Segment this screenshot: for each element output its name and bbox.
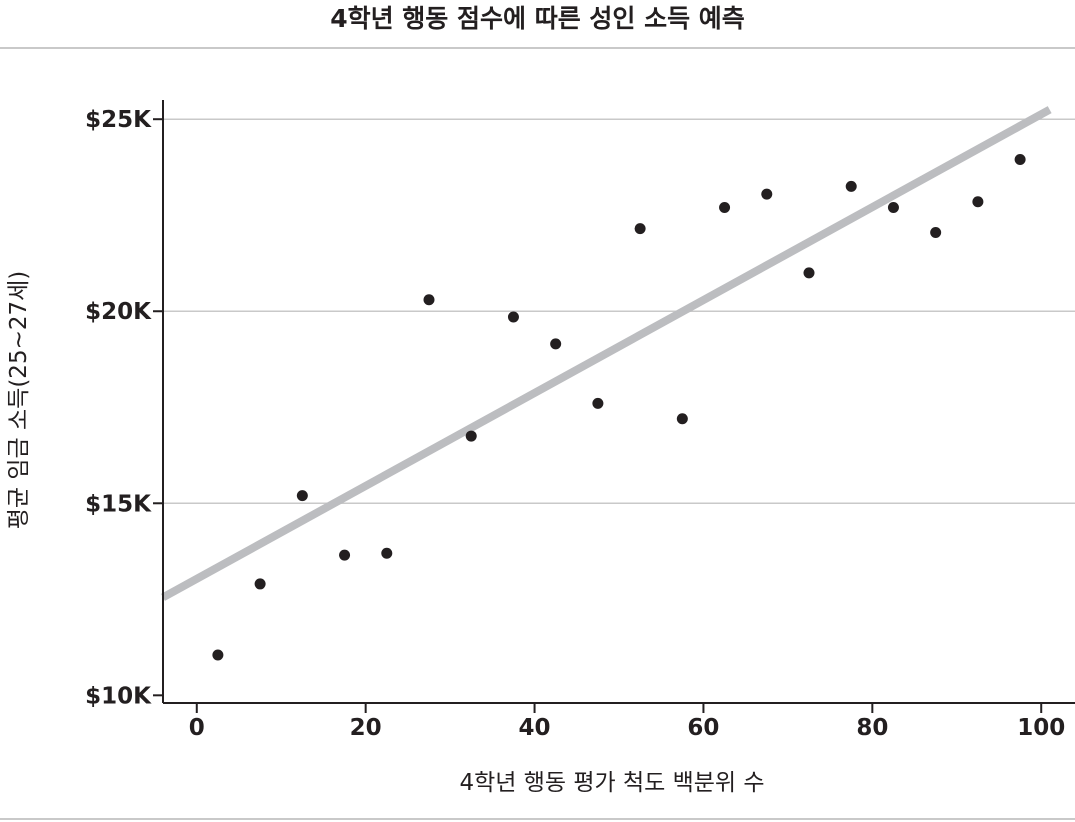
data-point (972, 196, 984, 208)
data-point (887, 202, 899, 214)
data-point (719, 202, 731, 214)
trendline-layer (161, 106, 1052, 601)
data-point (339, 549, 351, 561)
data-point (254, 578, 266, 590)
data-point (1014, 154, 1026, 166)
y-tick-label: $25K (85, 107, 152, 133)
data-point (507, 311, 519, 323)
data-point (676, 413, 688, 425)
y-tick-label: $20K (85, 299, 152, 325)
chart-title: 4학년 행동 점수에 따른 성인 소득 예측 (330, 4, 745, 33)
x-tick-label: 20 (350, 715, 382, 741)
data-point (930, 227, 942, 239)
data-point (592, 397, 604, 409)
tick-labels: $10K $15K $20K $25K 0 20 40 60 80 100 (85, 107, 1065, 741)
x-axis-title: 4학년 행동 평가 척도 백분위 수 (459, 770, 764, 796)
y-tick-label: $10K (85, 683, 152, 709)
data-point (550, 338, 562, 350)
data-point (212, 649, 224, 661)
y-axis-title: 평균 임금 소득(25~27세) (6, 271, 32, 530)
data-point (845, 180, 857, 192)
x-tick-label: 100 (1017, 715, 1065, 741)
data-point (381, 547, 393, 559)
data-point (803, 267, 815, 279)
axes (153, 100, 1075, 713)
data-point (423, 294, 435, 306)
x-tick-label: 0 (189, 715, 205, 741)
x-tick-label: 80 (856, 715, 888, 741)
data-point (761, 188, 773, 200)
x-tick-label: 60 (687, 715, 719, 741)
trendline (161, 106, 1052, 601)
x-tick-label: 40 (519, 715, 551, 741)
data-points (212, 154, 1026, 661)
data-point (634, 223, 646, 235)
y-tick-label: $15K (85, 491, 152, 517)
gridlines (163, 118, 1075, 505)
data-point (465, 430, 477, 442)
data-point (296, 490, 308, 502)
